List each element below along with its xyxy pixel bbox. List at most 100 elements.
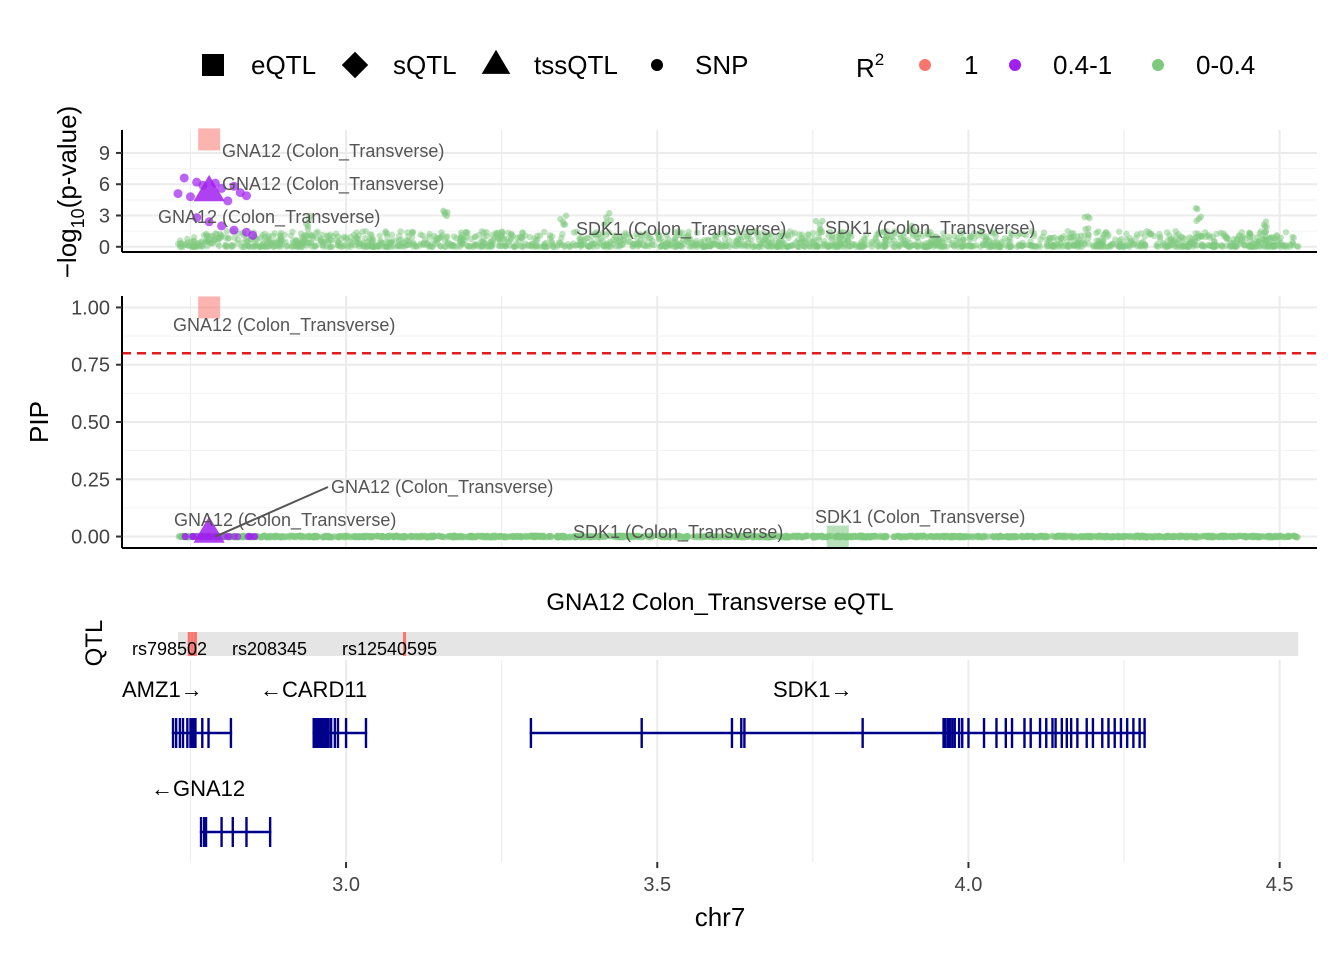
snp-point bbox=[1232, 240, 1240, 247]
pip-snp-point bbox=[450, 532, 458, 540]
snp-point bbox=[882, 234, 890, 241]
snp-point bbox=[647, 234, 654, 242]
snp-point bbox=[640, 242, 648, 250]
snp-point bbox=[1133, 231, 1141, 238]
snp-point bbox=[1001, 235, 1009, 242]
snp-point bbox=[346, 238, 354, 245]
pip-snp-point bbox=[997, 532, 1004, 540]
gene-models: AMZ1→ ←CARD11 SDK1→ ←GNA12 bbox=[122, 677, 1146, 847]
snp-point bbox=[472, 233, 479, 240]
snp-point bbox=[570, 229, 578, 236]
snp-point bbox=[1109, 240, 1116, 247]
pip-snp-point bbox=[1097, 533, 1104, 541]
gene-gna12-label: ←GNA12 bbox=[151, 776, 245, 801]
pip-snp-point bbox=[811, 532, 819, 540]
snp-point bbox=[954, 234, 961, 242]
pip-snp-point bbox=[1209, 532, 1217, 540]
snp-point bbox=[1271, 235, 1278, 242]
snp-point bbox=[594, 243, 601, 250]
snp-point bbox=[650, 242, 658, 249]
snp-point bbox=[364, 243, 372, 250]
pip-snp-point bbox=[906, 533, 913, 540]
pip-snp-point bbox=[1196, 533, 1204, 540]
pip-snp-point bbox=[991, 533, 998, 541]
snp-point bbox=[473, 241, 480, 248]
snp-point bbox=[1282, 229, 1290, 236]
pip-snp-point bbox=[262, 533, 270, 541]
legend-r2-label-0: 1 bbox=[964, 50, 978, 80]
gene-gna12-exon bbox=[220, 817, 223, 847]
snp-point bbox=[275, 243, 283, 250]
snp-point bbox=[821, 238, 828, 245]
snp-point bbox=[190, 234, 198, 241]
snp-point bbox=[489, 231, 496, 239]
gene-amz1-exon bbox=[181, 718, 185, 748]
gene-sdk1-exon bbox=[1132, 718, 1135, 748]
gene-sdk1-exon bbox=[1069, 718, 1073, 748]
snp-point bbox=[1095, 228, 1102, 235]
pip-snp-point bbox=[877, 532, 884, 540]
pip-snp-point bbox=[560, 533, 567, 540]
pip-snp-point bbox=[1284, 533, 1292, 540]
snp-point bbox=[1173, 239, 1180, 247]
snp-point bbox=[621, 237, 628, 244]
pip-snp-point bbox=[852, 532, 860, 540]
snp-point bbox=[692, 237, 700, 245]
snp-peak-point bbox=[1084, 213, 1092, 220]
pip-ld-point bbox=[188, 532, 197, 541]
snp-point bbox=[1143, 228, 1150, 235]
snp-point bbox=[404, 237, 411, 245]
gene-sdk1-exon bbox=[1060, 718, 1064, 748]
pip-snp-point bbox=[313, 532, 321, 540]
pvalue-y-tick-label-0: 0 bbox=[99, 237, 110, 259]
snp-point bbox=[243, 238, 251, 245]
snp-point bbox=[277, 229, 285, 237]
snp-point bbox=[791, 229, 798, 237]
gene-sdk1-exon bbox=[1143, 718, 1146, 748]
pip-ld-point bbox=[181, 532, 189, 541]
gene-sdk1-exon bbox=[1054, 718, 1057, 748]
pvalue-axes: 0 3 6 9 bbox=[99, 130, 1317, 259]
snp-peak-point bbox=[444, 209, 451, 216]
track-title: GNA12 Colon_Transverse eQTL bbox=[546, 589, 893, 616]
snp-point bbox=[1016, 230, 1023, 237]
legend-snp-label: SNP bbox=[695, 50, 748, 80]
snp-point bbox=[429, 243, 436, 250]
snp-point bbox=[936, 239, 943, 246]
x-axis-title: chr7 bbox=[695, 902, 746, 932]
snp-point bbox=[739, 233, 747, 241]
snp-point bbox=[1199, 243, 1206, 250]
snp-point bbox=[780, 232, 787, 239]
snp-point bbox=[913, 234, 921, 241]
gene-gna12-exon bbox=[231, 817, 234, 847]
pip-snp-point bbox=[378, 533, 386, 540]
snp-point bbox=[717, 241, 725, 248]
snp-point bbox=[494, 235, 502, 243]
x-tick-label-0: 3.0 bbox=[332, 874, 360, 896]
snp-point bbox=[323, 243, 331, 250]
gene-sdk1-exon bbox=[1125, 718, 1129, 748]
gene-card11-exon bbox=[364, 718, 368, 748]
legend-snp-symbol bbox=[651, 59, 663, 71]
snp-point bbox=[923, 243, 930, 250]
pip-snp-point bbox=[793, 532, 800, 540]
pip-snp-point bbox=[479, 532, 486, 540]
gene-amz1-exon bbox=[171, 718, 175, 748]
gene-sdk1-exon bbox=[861, 718, 864, 748]
snp-point bbox=[234, 240, 241, 247]
pip-snp-point bbox=[969, 533, 976, 541]
snp-point bbox=[189, 243, 197, 250]
snp-point bbox=[360, 239, 367, 246]
gene-sdk1-exon bbox=[995, 718, 998, 748]
gene-sdk1-exon bbox=[1051, 718, 1054, 748]
snp-point bbox=[287, 232, 295, 239]
snp-point bbox=[1208, 243, 1216, 250]
snp-peak-point bbox=[1195, 215, 1203, 223]
snp-peak-point bbox=[908, 222, 916, 229]
snp-point bbox=[182, 241, 189, 248]
snp-point bbox=[966, 234, 974, 241]
pip-snp-point bbox=[1154, 533, 1162, 541]
snp-point bbox=[458, 241, 466, 248]
